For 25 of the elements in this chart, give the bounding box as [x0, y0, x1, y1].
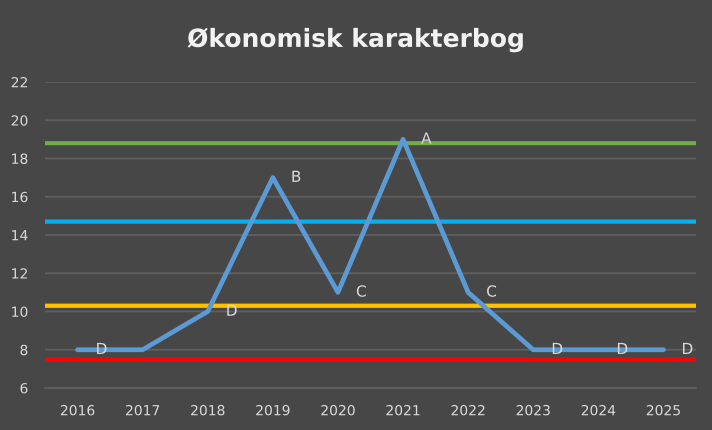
x-tick-label: 2020: [321, 404, 355, 416]
annotation: C: [487, 285, 496, 297]
y-tick-label: 22: [12, 76, 27, 88]
annotation: C: [356, 285, 366, 297]
annotation: B: [292, 170, 300, 182]
y-tick-label: 20: [12, 115, 28, 126]
y-tick-label: 10: [12, 306, 28, 317]
annotation: A: [421, 132, 432, 144]
x-tick-label: 2018: [191, 404, 224, 416]
x-tick-label: 2019: [256, 404, 290, 416]
chart-title: Økonomisk karakterbog: [188, 28, 523, 52]
y-tick-label: 6: [20, 382, 28, 394]
y-tick-label: 12: [12, 268, 27, 279]
y-tick-label: 8: [20, 344, 28, 356]
annotation: D: [683, 342, 692, 354]
x-tick-label: 2023: [516, 404, 550, 416]
x-tick-label: 2016: [60, 404, 94, 416]
y-tick-label: 18: [12, 153, 28, 164]
x-tick-label: 2025: [646, 404, 680, 416]
x-tick-label: 2024: [582, 404, 616, 416]
y-tick-label: 16: [12, 192, 28, 202]
y-tick-label: 14: [12, 230, 28, 240]
x-tick-label: 2017: [126, 404, 160, 416]
x-tick-label: 2021: [386, 404, 420, 416]
x-tick-label: 2022: [451, 404, 484, 416]
